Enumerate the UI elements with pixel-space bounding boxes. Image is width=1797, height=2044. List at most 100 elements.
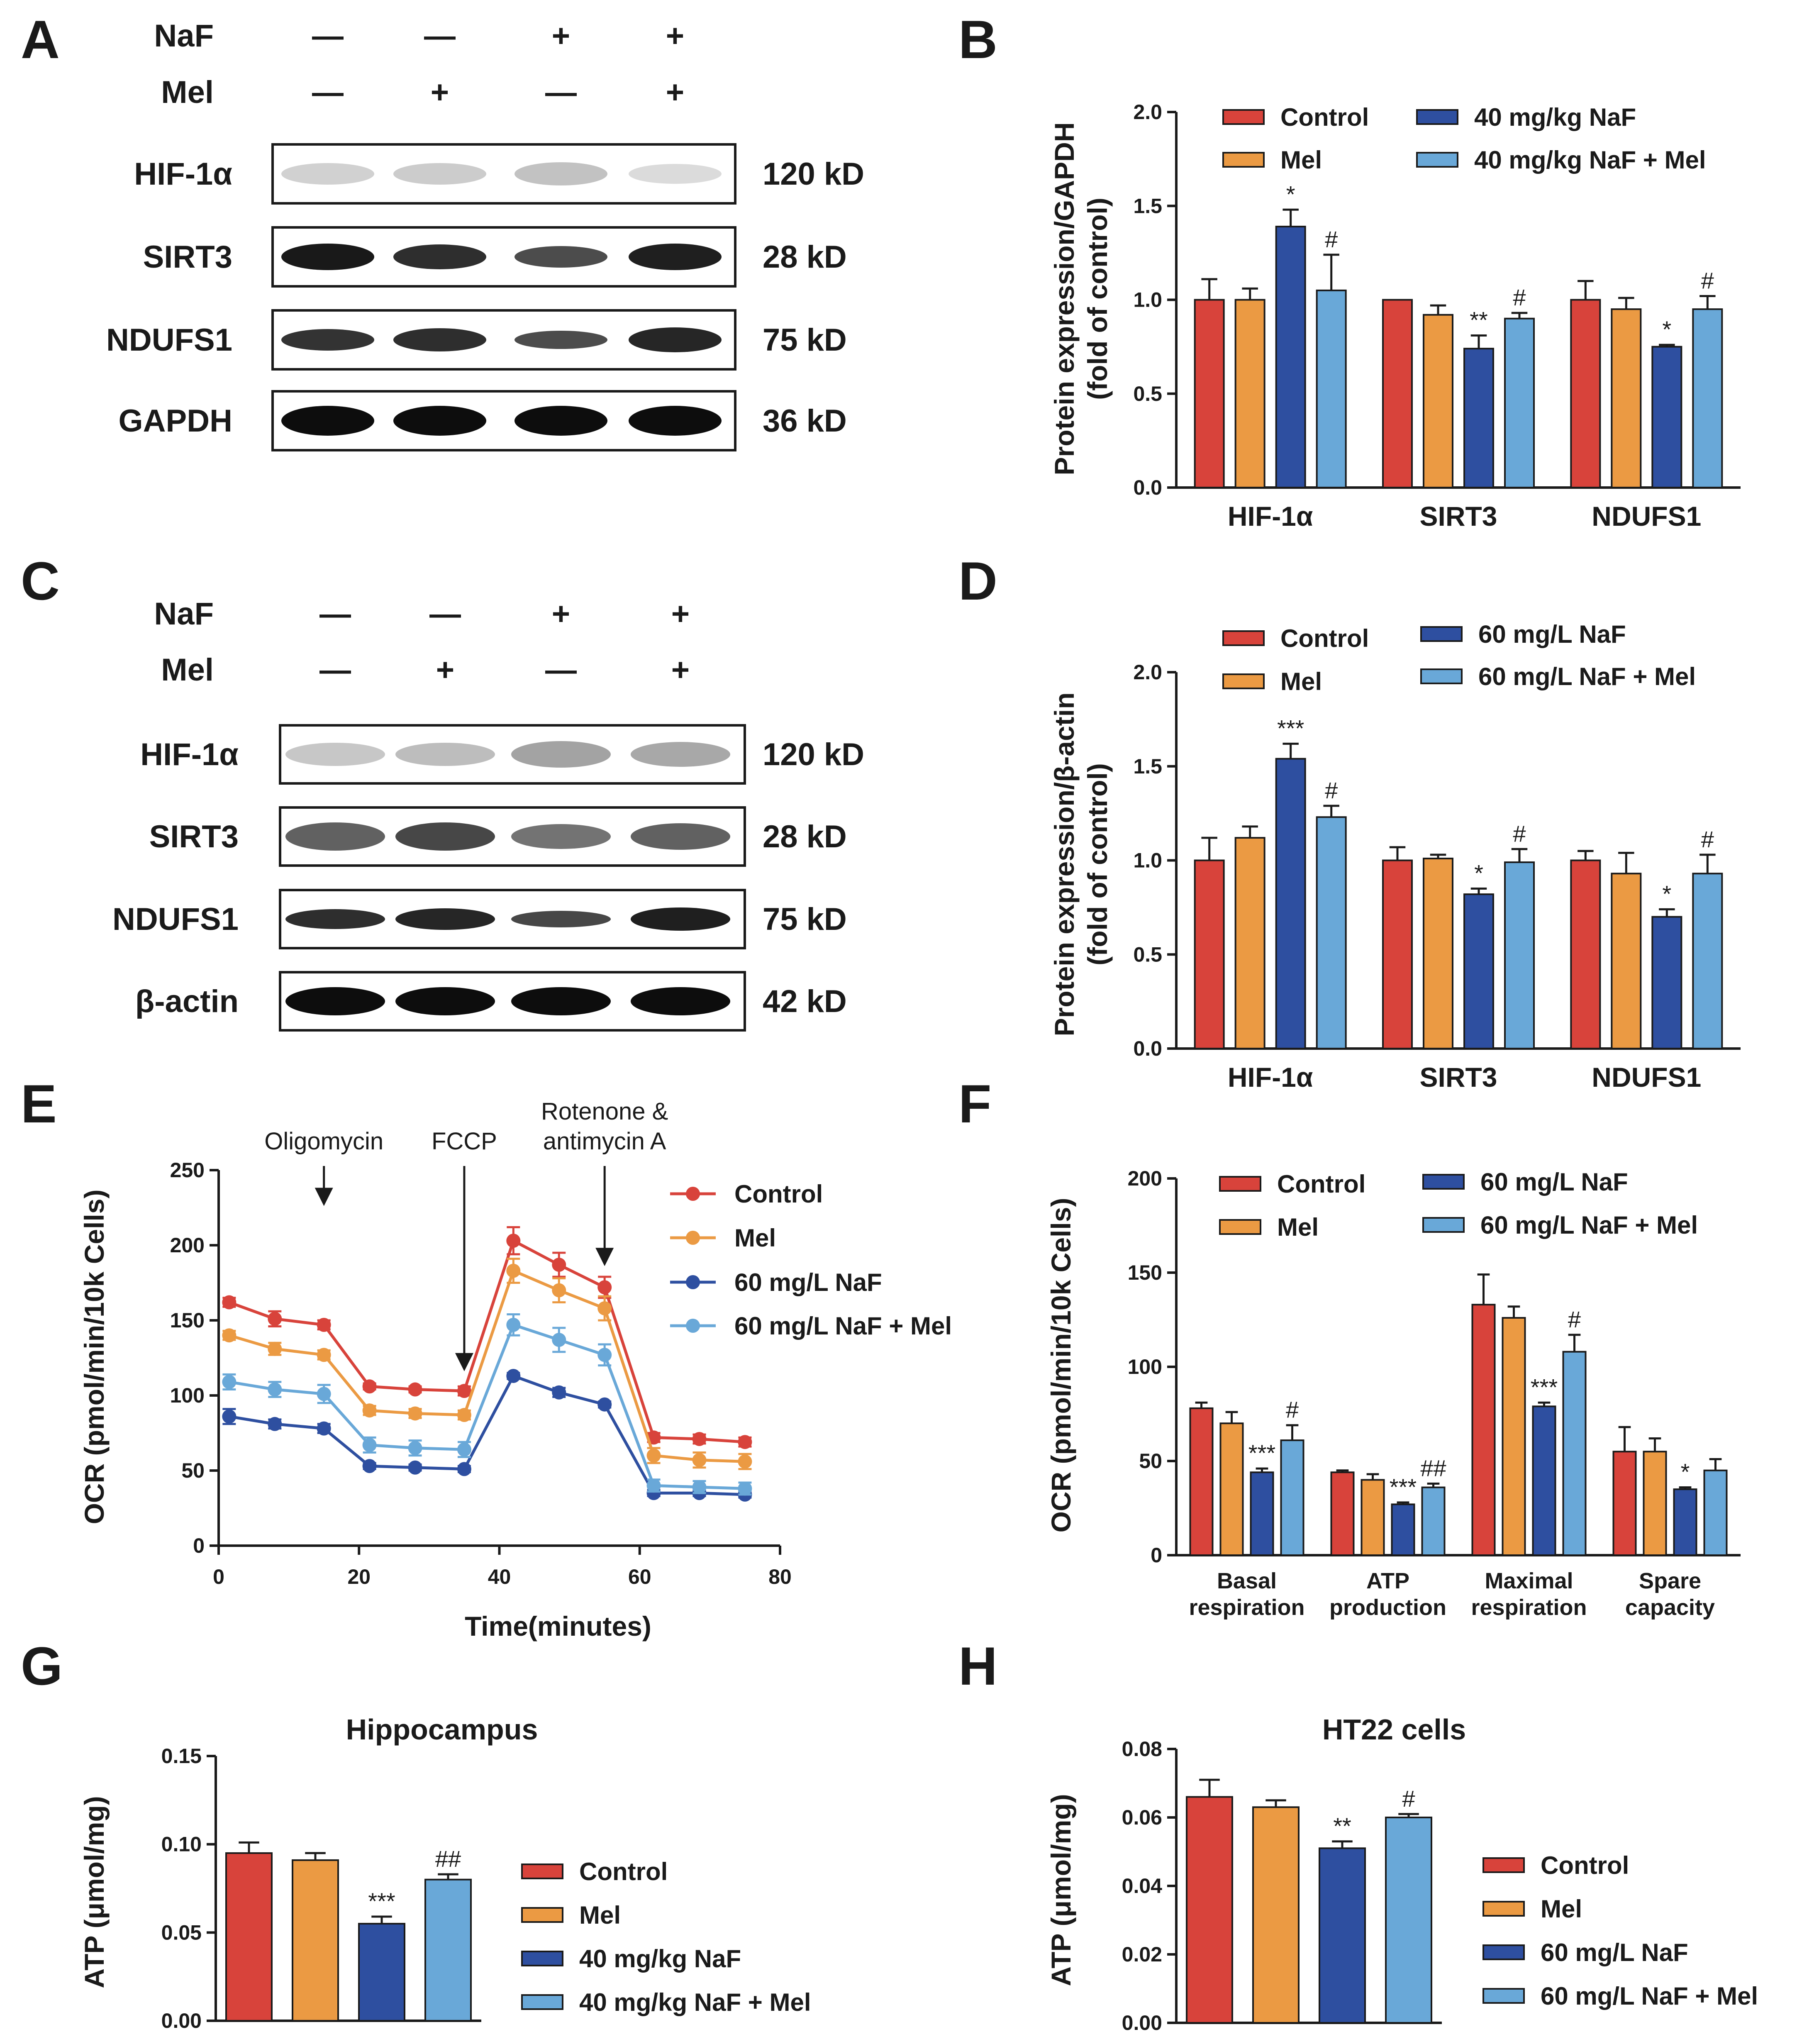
- bar-60-mg-l-naf-mel: [1504, 861, 1535, 1049]
- blot-band: [395, 743, 495, 766]
- panel-g-chart: 0.00 0.05 0.10 0.15 *** ## Hippocampus ATP (μmo…: [79, 1713, 811, 2032]
- y-axis-label: OCR (pmol/min/10k Cells): [1046, 1198, 1076, 1533]
- data-point-mel: [317, 1348, 331, 1362]
- blot-band: [393, 406, 486, 436]
- treatment-sign: —: [319, 652, 351, 688]
- treatment-sign: —: [424, 18, 456, 54]
- data-point-60-mg-l-naf-mel: [506, 1317, 521, 1332]
- series-line-control: [229, 1239, 745, 1444]
- data-point-60-mg-l-naf-mel: [552, 1333, 566, 1347]
- legend-item-swatch: [1222, 152, 1265, 168]
- chart-title: HT22 cells: [1322, 1713, 1466, 1746]
- bar-60-mg-l-naf-mel: [1692, 873, 1723, 1050]
- bar-60-mg-l-naf: [1275, 758, 1306, 1049]
- y-tick-label: 0: [1151, 1544, 1162, 1567]
- injection-arrow-head: [315, 1188, 333, 1206]
- blot-band: [511, 824, 611, 849]
- blot-size-label: 42 kD: [763, 984, 847, 1019]
- x-category-label: HIF-1α: [1228, 1062, 1313, 1093]
- bar-60-mg-l-naf: [1319, 1847, 1366, 2024]
- treatment-sign: —: [312, 18, 344, 54]
- legend-item-label: Mel: [1541, 1895, 1582, 1923]
- legend-item-swatch: [1482, 1857, 1525, 1873]
- y-axis-label: Protein expression/GAPDH: [1049, 122, 1080, 476]
- bar-control: [1194, 859, 1225, 1049]
- bar-control: [1186, 1796, 1233, 2024]
- treatment-label: Mel: [161, 75, 214, 110]
- legend-item-swatch: [1219, 1176, 1261, 1192]
- data-point-control: [222, 1295, 237, 1310]
- y-tick-label: 0.15: [161, 1744, 202, 1768]
- significance-mark: ##: [435, 1846, 461, 1872]
- data-point-60-mg-l-naf: [597, 1397, 612, 1412]
- injection-arrow-head: [595, 1248, 614, 1266]
- x-category-label: NDUFS1: [1592, 1062, 1701, 1093]
- significance-mark: #: [1325, 226, 1338, 252]
- x-category-label: SIRT3: [1419, 501, 1497, 532]
- blot-band: [281, 163, 374, 185]
- panel-letter-e: E: [21, 1073, 57, 1134]
- y-tick-label: 0.5: [1133, 943, 1162, 966]
- bar-mel: [1219, 1422, 1244, 1556]
- legend-item-swatch: [1482, 1988, 1525, 2004]
- legend-item: Control: [521, 1858, 668, 1885]
- bar-mel: [1361, 1479, 1385, 1556]
- y-axis-label-2: (fold of control): [1082, 763, 1113, 966]
- legend-item-swatch: [1420, 626, 1463, 642]
- blot-size-label: 75 kD: [763, 322, 847, 358]
- legend-label: 60 mg/L NaF + Mel: [734, 1312, 952, 1340]
- treatment-sign: —: [545, 652, 577, 688]
- data-point-60-mg-l-naf: [222, 1409, 237, 1424]
- legend-item: 60 mg/L NaF + Mel: [1422, 1211, 1698, 1239]
- treatment-sign: +: [552, 18, 570, 54]
- data-point-mel: [692, 1453, 707, 1467]
- bar-60-mg-l-naf: [1463, 893, 1494, 1049]
- legend-item-label: 60 mg/L NaF: [1480, 1168, 1628, 1196]
- y-axis-label: OCR (pmol/min/10k Cells): [79, 1190, 110, 1524]
- legend-item: Mel: [1482, 1895, 1582, 1923]
- treatment-sign: —: [319, 596, 351, 632]
- legend-item: 40 mg/kg NaF: [521, 1945, 741, 1973]
- y-tick-label: 50: [1139, 1449, 1162, 1473]
- blot-protein-label: NDUFS1: [112, 902, 239, 937]
- treatment-sign: +: [552, 596, 570, 632]
- significance-mark: *: [1662, 881, 1671, 907]
- legend-item-swatch: [521, 1951, 563, 1966]
- blot-band: [514, 331, 607, 349]
- legend-item: 60 mg/L NaF + Mel: [670, 1312, 952, 1340]
- legend-item-swatch: [1420, 668, 1463, 684]
- legend-item: 60 mg/L NaF: [1422, 1168, 1628, 1196]
- legend-item: Control: [1222, 103, 1369, 131]
- data-point-60-mg-l-naf: [408, 1460, 422, 1475]
- bar-control: [1330, 1471, 1355, 1556]
- blot-band: [395, 822, 495, 851]
- injection-annotation: FCCP: [432, 1128, 497, 1155]
- legend-item-label: 40 mg/kg NaF + Mel: [579, 1988, 811, 2016]
- x-category-label: NDUFS1: [1592, 501, 1701, 532]
- bar-60-mg-l-naf: [1651, 916, 1682, 1050]
- significance-mark: **: [1333, 1813, 1351, 1839]
- bar-60-mg-l-naf: [1391, 1503, 1415, 1556]
- bar-40-mg-kg-naf-mel: [1692, 308, 1723, 488]
- data-point-control: [408, 1382, 422, 1397]
- chart-title: Hippocampus: [346, 1713, 538, 1746]
- blot-protein-label: SIRT3: [149, 819, 239, 854]
- blot-band: [631, 742, 730, 767]
- legend-item-label: Mel: [1280, 668, 1322, 695]
- data-point-control: [738, 1435, 752, 1449]
- y-tick-label: 0.10: [161, 1833, 202, 1856]
- legend-item-swatch: [1482, 1901, 1525, 1917]
- blot-protein-label: GAPDH: [119, 403, 232, 439]
- series-line-60-mg-l-naf-mel: [229, 1323, 745, 1490]
- blot-size-label: 120 kD: [763, 737, 864, 772]
- legend-item-label: Control: [1280, 624, 1369, 652]
- data-point-60-mg-l-naf: [362, 1459, 377, 1473]
- x-category-label: Basal: [1217, 1568, 1277, 1593]
- legend-item-swatch: [1222, 630, 1265, 646]
- legend-item-label: 60 mg/L NaF + Mel: [1480, 1211, 1698, 1239]
- series-line-mel: [229, 1268, 745, 1463]
- treatment-label: NaF: [154, 18, 214, 54]
- y-tick-label: 0.04: [1122, 1874, 1163, 1898]
- bar-40-mg-kg-naf-mel: [1504, 317, 1535, 488]
